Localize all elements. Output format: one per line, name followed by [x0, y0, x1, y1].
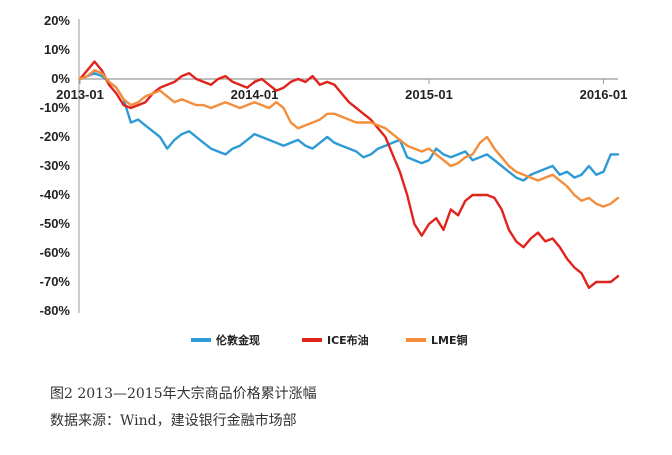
- series-line-1: [78, 71, 620, 182]
- x-axis: 2013-01 2014-01 2015-01 2016-01: [56, 78, 628, 102]
- plot-area: [78, 60, 620, 289]
- y-tick-label: -30%: [40, 158, 71, 173]
- y-tick-label: 0%: [51, 71, 70, 86]
- series-line-2: [78, 60, 620, 289]
- y-tick-label: -70%: [40, 274, 71, 289]
- y-tick-label: -20%: [40, 129, 71, 144]
- y-tick-label: -50%: [40, 216, 71, 231]
- x-tick-label: 2013-01: [56, 87, 104, 102]
- legend: 伦敦金现 ICE布油 LME铜: [191, 333, 467, 347]
- y-tick-label: 10%: [44, 42, 70, 57]
- y-tick-label: -10%: [40, 100, 71, 115]
- chart: 20% 10% 0% -10% -20% -30% -40% -50% -60% -70% -80%…: [40, 13, 628, 347]
- legend-label: 伦敦金现: [216, 333, 260, 347]
- y-tick-label: -80%: [40, 303, 71, 318]
- y-tick-label: -60%: [40, 245, 71, 260]
- y-tick-label: -40%: [40, 187, 71, 202]
- x-tick-label: 2015-01: [405, 87, 453, 102]
- y-axis: 20% 10% 0% -10% -20% -30% -40% -50% -60% -70% -80%: [40, 13, 80, 318]
- legend-label: LME铜: [431, 333, 467, 347]
- series-line-3: [78, 69, 620, 208]
- y-tick-label: 20%: [44, 13, 70, 28]
- source-note: 数据来源：Wind，建设银行金融市场部: [50, 413, 297, 429]
- x-tick-label: 2016-01: [580, 87, 628, 102]
- figure-caption: 图2 2013—2015年大宗商品价格累计涨幅: [50, 386, 317, 402]
- legend-label: ICE布油: [327, 333, 369, 347]
- x-tick-label: 2014-01: [231, 87, 279, 102]
